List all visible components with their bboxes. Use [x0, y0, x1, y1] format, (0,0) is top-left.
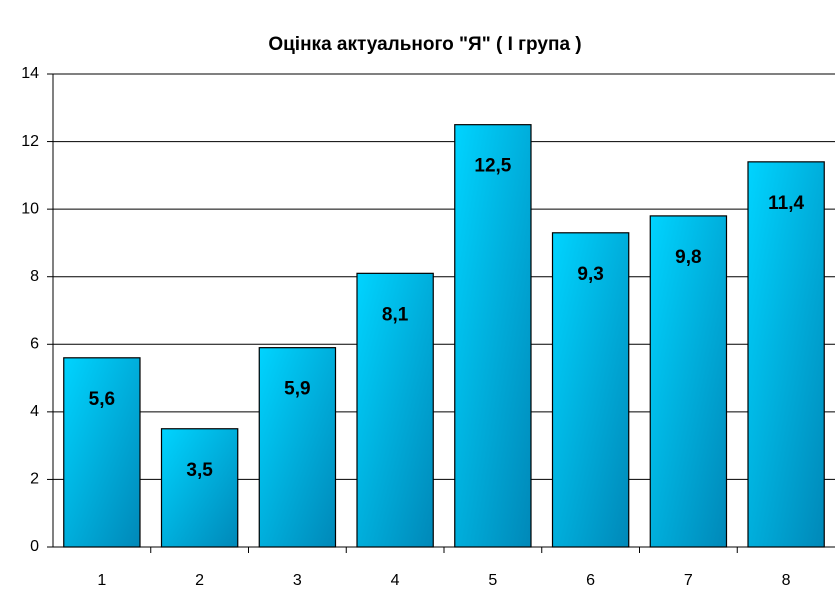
y-tick-label: 10: [21, 200, 39, 217]
bar: [63, 357, 141, 548]
x-tick-label: 1: [97, 572, 106, 589]
data-label: 9,3: [577, 264, 603, 285]
bar: [160, 428, 239, 548]
data-label: 8,1: [382, 304, 409, 325]
x-tick-label: 6: [586, 572, 595, 589]
y-tick-label: 12: [21, 133, 39, 150]
data-label: 5,9: [284, 379, 310, 400]
x-tick-label: 7: [684, 572, 693, 589]
data-label: 12,5: [474, 156, 511, 177]
y-tick-label: 6: [30, 336, 39, 353]
bar: [551, 232, 630, 548]
x-tick-label: 8: [782, 572, 791, 589]
y-tick-label: 4: [30, 403, 39, 420]
bar: [258, 347, 337, 548]
x-tick-label: 2: [195, 572, 204, 589]
y-tick-label: 2: [30, 471, 39, 488]
bar: [747, 161, 825, 548]
x-tick-label: 5: [488, 572, 497, 589]
x-tick-label: 4: [391, 572, 400, 589]
bar: [356, 272, 434, 548]
data-label: 5,6: [89, 389, 115, 410]
chart-title: Оцінка актуального "Я" ( І група ): [268, 34, 581, 55]
data-label: 11,4: [768, 193, 804, 214]
y-tick-label: 8: [30, 268, 39, 285]
y-tick-label: 14: [21, 65, 39, 82]
data-label: 9,8: [675, 247, 701, 268]
bar: [649, 215, 728, 548]
data-label: 3,5: [186, 460, 213, 481]
x-tick-label: 3: [293, 572, 302, 589]
bar: [454, 124, 532, 548]
y-tick-label: 0: [30, 538, 39, 555]
